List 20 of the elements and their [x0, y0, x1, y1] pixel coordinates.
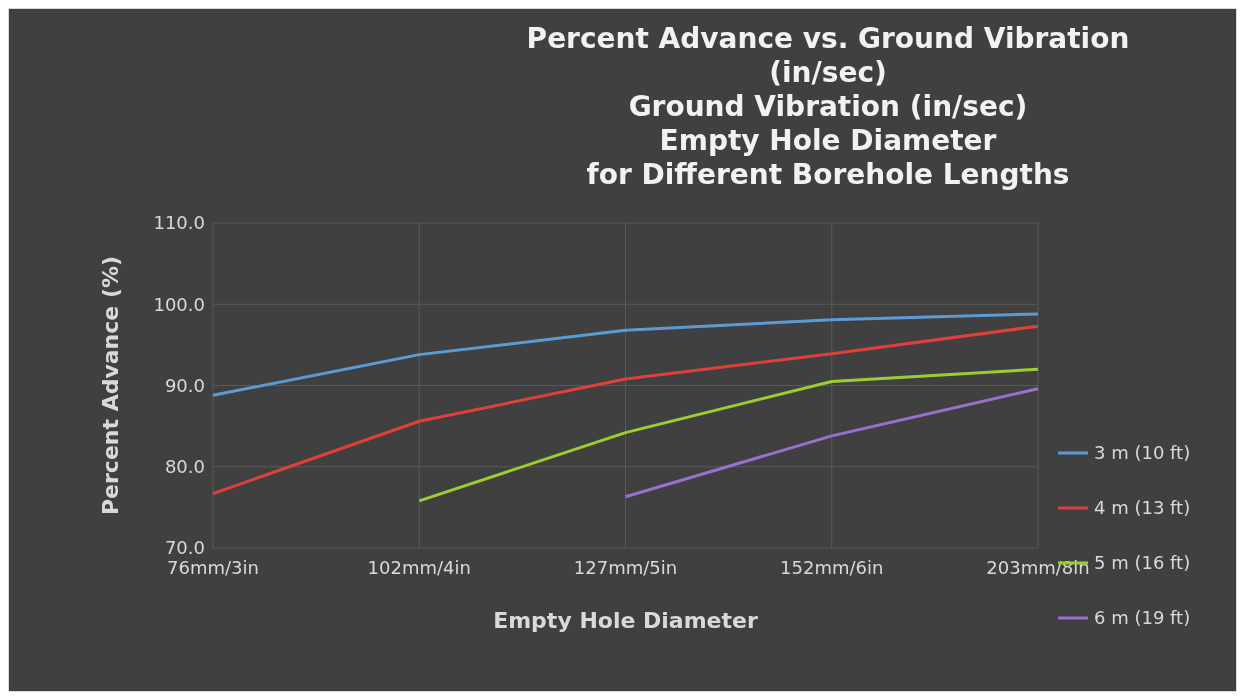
- y-tick-label: 70.0: [164, 537, 205, 559]
- y-axis-title: Percent Advance (%): [98, 255, 123, 516]
- y-tick-label: 110.0: [153, 212, 205, 234]
- y-tick-label: 100.0: [153, 293, 205, 315]
- x-axis-title: Empty Hole Diameter: [493, 608, 758, 633]
- chart-title: Percent Advance vs. Ground Vibration (in/sec) Ground Vibration (in/sec) Empty Hole Diameter for Different Borehole Lengths: [526, 22, 1130, 191]
- x-tick-label: 152mm/6in: [780, 557, 884, 578]
- x-tick-label: 102mm/4in: [367, 557, 471, 578]
- line-series: [211, 312, 1040, 397]
- legend-label: 5 m (16 ft): [1094, 552, 1191, 574]
- x-tick-label: 127mm/5in: [573, 557, 678, 578]
- line-series: [211, 324, 1040, 496]
- x-tick-label: 76mm/3in: [167, 557, 259, 578]
- y-tick-label: 90.0: [164, 374, 205, 396]
- line-series: [417, 367, 1040, 503]
- legend-label: 3 m (10 ft): [1094, 442, 1191, 464]
- y-tick-label: 80.0: [164, 456, 205, 478]
- x-tick-label: 203mm/8in: [986, 557, 1090, 578]
- legend-label: 4 m (13 ft): [1094, 497, 1191, 519]
- legend-label: 6 m (19 ft): [1094, 607, 1191, 629]
